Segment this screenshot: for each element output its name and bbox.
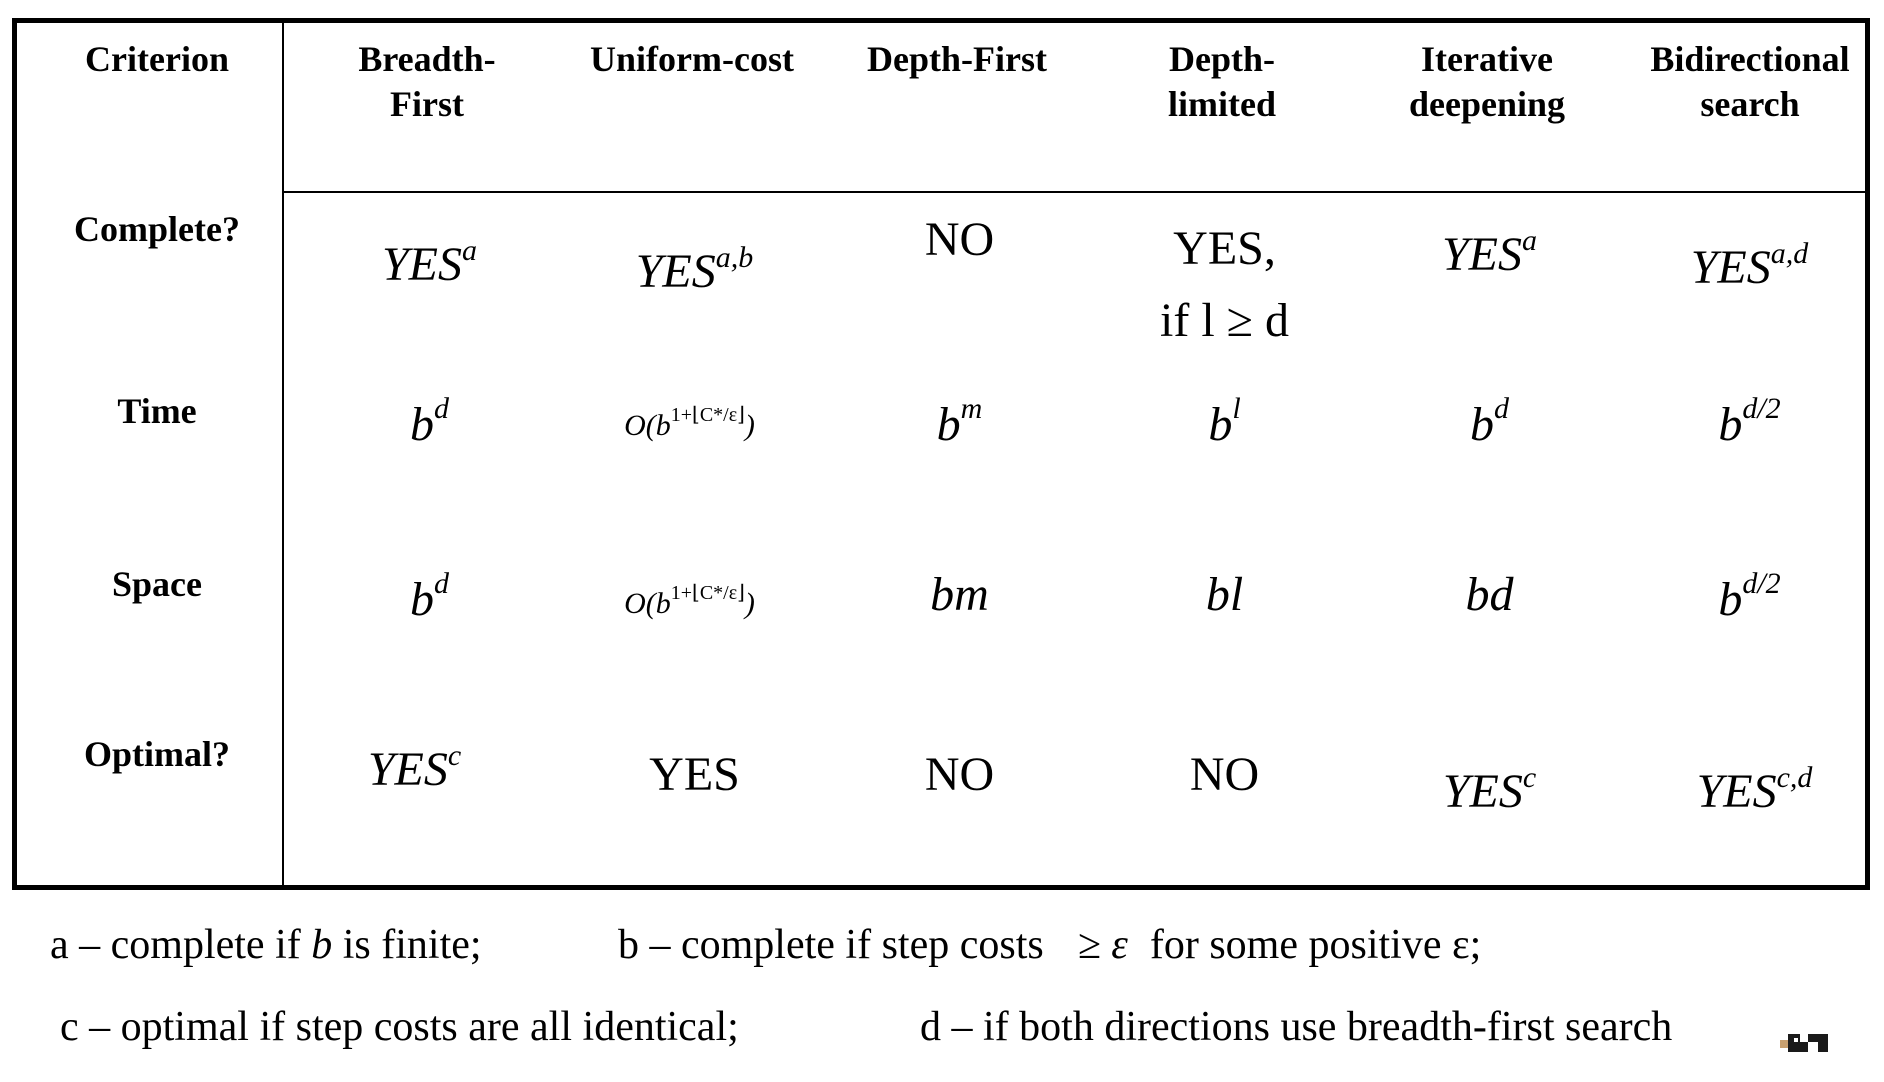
cell-time-depth-limited: bl <box>1208 392 1241 452</box>
cell-time-bidirectional: bd/2 <box>1718 392 1781 452</box>
header-iterative-deepening: Iterative deepening <box>1408 39 1566 124</box>
cell-complete-iterative: YESa <box>1441 224 1537 282</box>
comparison-table: Criterion Breadth- First Uniform-cost De… <box>12 18 1870 890</box>
cell-space-depth-first: bm <box>930 568 989 621</box>
cell-complete-uniform-cost: YESa,b <box>635 241 754 299</box>
row-label-space: Space <box>112 564 202 604</box>
cell-space-depth-limited: bl <box>1205 568 1244 621</box>
corner-logo-icon <box>1780 1034 1828 1052</box>
header-criterion: Criterion <box>85 39 229 79</box>
footnote-a: a – complete if b is finite; <box>50 922 482 968</box>
cell-optimal-uniform-cost: YES <box>649 748 740 801</box>
cell-complete-bidirectional: YESa,d <box>1690 237 1809 295</box>
cell-optimal-bidirectional: YESc,d <box>1696 761 1813 819</box>
header-depth-first: Depth-First <box>867 39 1047 79</box>
header-bidirectional: Bidirectional search <box>1650 39 1850 124</box>
cell-time-iterative: bd <box>1470 392 1509 452</box>
cell-optimal-iterative: YESc <box>1442 761 1537 819</box>
cell-time-breadth-first: bd <box>410 392 449 452</box>
header-breadth-first: Breadth- First <box>358 39 496 124</box>
footnote-b: b – complete if step costs ≥ ε for some po… <box>618 922 1482 968</box>
cell-time-uniform-cost: O(b1+⌊C*/ε⌋) <box>624 404 755 442</box>
cell-space-iterative: bd <box>1465 568 1514 621</box>
row-label-optimal: Optimal? <box>83 734 230 774</box>
cell-optimal-breadth-first: YESc <box>367 739 462 797</box>
header-uniform-cost: Uniform-cost <box>590 39 794 79</box>
row-label-time: Time <box>117 391 197 431</box>
header-depth-limited: Depth- limited <box>1168 39 1276 124</box>
cell-optimal-depth-first: NO <box>924 748 995 801</box>
footnote-c: c – optimal if step costs are all identi… <box>60 1004 739 1050</box>
cell-time-depth-first: bm <box>936 392 983 452</box>
cell-space-breadth-first: bd <box>410 567 449 627</box>
cell-complete-depth-limited: YES, if l ≥ d <box>1160 222 1289 347</box>
cell-optimal-depth-limited: NO <box>1189 748 1260 801</box>
row-label-complete: Complete? <box>74 209 240 249</box>
cell-complete-breadth-first: YESa <box>381 234 477 292</box>
header-divider <box>282 191 1865 193</box>
footnote-d: d – if both directions use breadth-first… <box>920 1004 1673 1050</box>
cell-space-uniform-cost: O(b1+⌊C*/ε⌋) <box>624 582 755 620</box>
column-divider <box>282 23 284 885</box>
cell-complete-depth-first: NO <box>924 213 995 266</box>
cell-space-bidirectional: bd/2 <box>1718 567 1781 627</box>
